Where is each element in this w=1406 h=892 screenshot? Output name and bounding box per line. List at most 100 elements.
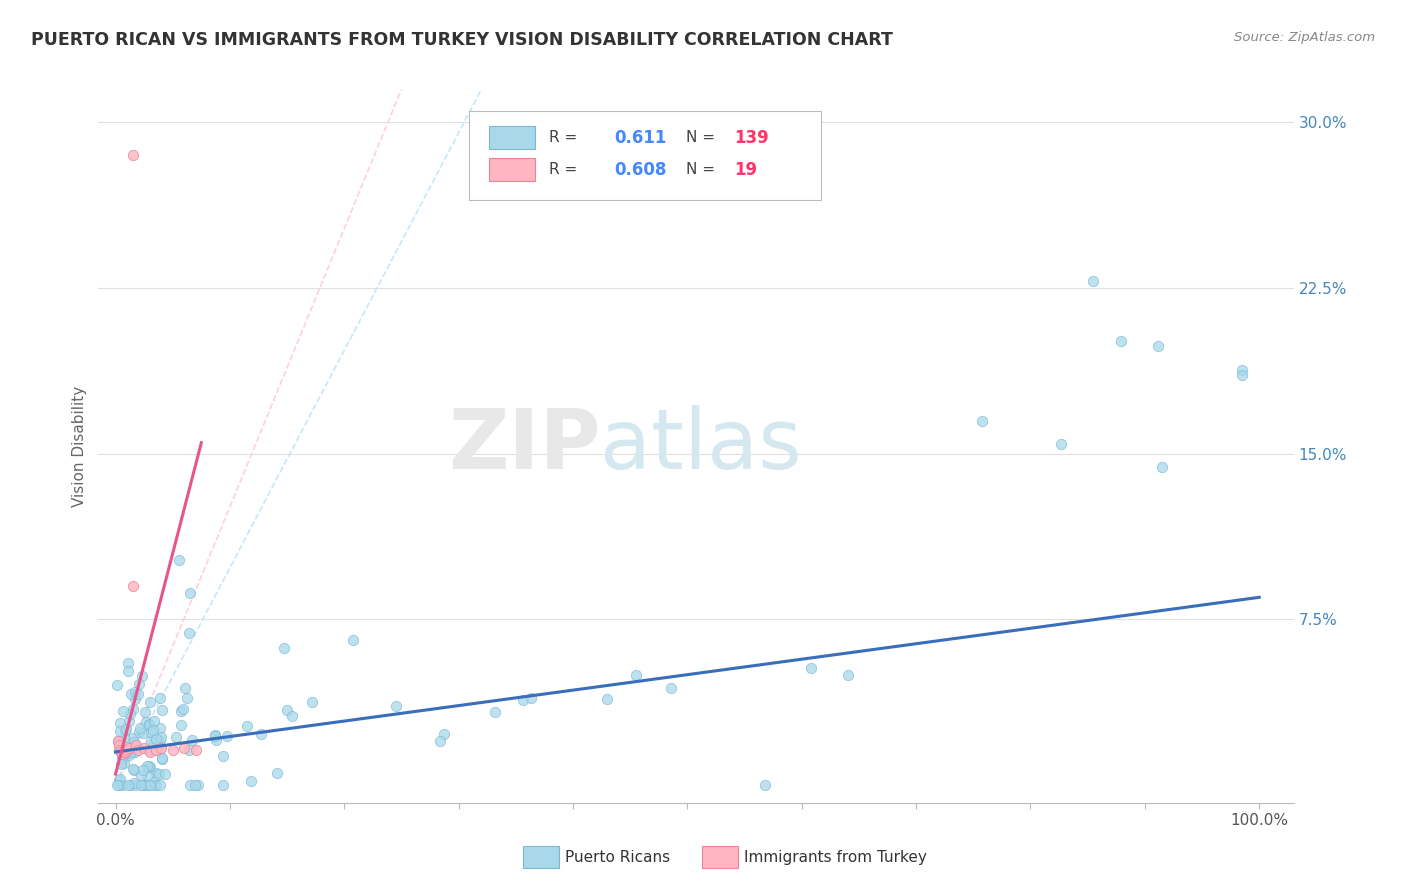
Point xyxy=(139,725,162,739)
Text: Puerto Ricans: Puerto Ricans xyxy=(565,849,669,864)
Point xyxy=(167,553,190,567)
Point xyxy=(179,778,201,792)
Point xyxy=(181,732,204,747)
Point xyxy=(111,747,134,762)
Point xyxy=(484,706,506,720)
Point xyxy=(145,743,167,757)
Point xyxy=(212,749,235,764)
Point xyxy=(429,734,451,748)
Point xyxy=(114,722,136,736)
Point xyxy=(138,743,160,757)
Point xyxy=(236,719,259,733)
Point xyxy=(240,774,263,789)
Point xyxy=(129,721,152,735)
Point xyxy=(131,669,153,683)
Point xyxy=(135,758,157,772)
Point xyxy=(187,778,209,792)
Point xyxy=(184,743,207,757)
Point xyxy=(108,723,131,738)
Point xyxy=(212,778,235,792)
Point xyxy=(128,725,150,739)
Point xyxy=(276,703,298,717)
Point xyxy=(1232,363,1254,377)
Point xyxy=(754,778,776,792)
Point xyxy=(145,743,167,757)
Text: R =: R = xyxy=(548,130,582,145)
Point xyxy=(217,730,239,744)
Point xyxy=(134,740,156,755)
Point xyxy=(512,693,534,707)
Point xyxy=(149,731,172,745)
Point xyxy=(135,715,157,730)
Point xyxy=(118,740,141,755)
Point xyxy=(250,727,273,741)
Point xyxy=(107,778,129,792)
Point xyxy=(124,692,146,706)
Point xyxy=(138,716,160,731)
FancyBboxPatch shape xyxy=(523,846,558,869)
Point xyxy=(121,762,143,776)
Point xyxy=(176,690,198,705)
Point xyxy=(1049,437,1071,451)
Text: atlas: atlas xyxy=(600,406,801,486)
Point xyxy=(266,766,288,780)
Point xyxy=(108,772,131,786)
Point xyxy=(145,778,167,792)
Point xyxy=(1083,274,1105,288)
Text: 19: 19 xyxy=(734,161,758,178)
Point xyxy=(108,743,131,757)
Point xyxy=(114,747,136,762)
Point xyxy=(138,759,160,773)
Point xyxy=(204,728,226,742)
Point xyxy=(105,778,128,792)
Text: Immigrants from Turkey: Immigrants from Turkey xyxy=(744,849,927,864)
Point xyxy=(110,751,132,765)
Point xyxy=(121,148,143,162)
Point xyxy=(121,702,143,716)
Point xyxy=(118,714,141,729)
Point xyxy=(148,742,170,756)
Point xyxy=(170,704,193,718)
Point xyxy=(111,747,134,762)
Point xyxy=(114,723,136,737)
FancyBboxPatch shape xyxy=(489,159,534,181)
Point xyxy=(179,743,201,757)
Point xyxy=(132,778,155,792)
Point xyxy=(139,695,162,709)
Point xyxy=(800,661,823,675)
Point xyxy=(112,756,135,770)
Point xyxy=(172,701,194,715)
Point xyxy=(132,763,155,777)
Point xyxy=(117,664,139,678)
Point xyxy=(122,735,145,749)
Point xyxy=(115,740,138,755)
Text: 0.611: 0.611 xyxy=(614,128,666,146)
Point xyxy=(179,626,201,640)
Point xyxy=(1150,460,1173,475)
Point xyxy=(124,763,146,777)
Point xyxy=(127,688,149,702)
Point xyxy=(127,743,149,757)
Point xyxy=(1147,339,1170,353)
Point xyxy=(138,717,160,731)
Point xyxy=(624,668,647,682)
Point xyxy=(110,745,132,759)
Point xyxy=(143,714,166,729)
Point xyxy=(117,744,139,758)
Point xyxy=(139,760,162,774)
Point xyxy=(131,726,153,740)
Text: 0.608: 0.608 xyxy=(614,161,666,178)
Point xyxy=(150,740,173,755)
Text: N =: N = xyxy=(686,130,720,145)
FancyBboxPatch shape xyxy=(489,127,534,149)
Point xyxy=(433,727,456,741)
Point xyxy=(105,678,128,692)
Point xyxy=(150,751,173,765)
Point xyxy=(108,772,131,787)
Point xyxy=(110,757,132,772)
Point xyxy=(114,731,136,745)
Point xyxy=(111,704,134,718)
Point xyxy=(111,778,134,792)
Point xyxy=(136,778,159,792)
Point xyxy=(120,745,142,759)
